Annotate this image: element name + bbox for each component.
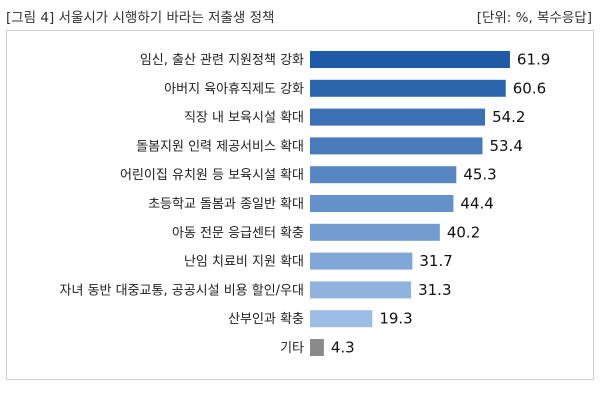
bar [310, 166, 457, 184]
category-label: 아버지 육아휴직제도 강화 [164, 82, 304, 97]
value-label: 53.4 [489, 137, 522, 155]
category-label: 돌봄지원 인력 제공서비스 확대 [136, 139, 304, 154]
value-label: 61.9 [517, 51, 550, 69]
value-label: 31.7 [419, 252, 452, 270]
value-label: 4.3 [331, 339, 355, 357]
chart-title: [그림 4] 서울시가 시행하기 바라는 저출생 정책 [6, 10, 275, 26]
bar [310, 137, 483, 155]
bar [310, 310, 373, 328]
value-label: 45.3 [463, 166, 496, 184]
bar [310, 195, 454, 212]
category-label: 어린이집 유치원 등 보육시설 확대 [120, 168, 304, 183]
category-label: 임신, 출산 관련 지원정책 강화 [140, 53, 304, 68]
value-label: 60.6 [513, 79, 546, 97]
category-label: 직장 내 보육시설 확대 [184, 111, 304, 126]
value-label: 40.2 [447, 223, 480, 241]
bar [310, 223, 440, 241]
category-label: 아동 전문 응급센터 확충 [172, 226, 304, 241]
category-label: 기타 [280, 341, 304, 356]
bar [310, 281, 412, 299]
chart-header: [그림 4] 서울시가 시행하기 바라는 저출생 정책 [단위: %, 복수응답… [6, 4, 594, 26]
category-label: 난임 치료비 지원 확대 [184, 255, 304, 270]
bar-chart: 임신, 출산 관련 지원정책 강화 61.9 아버지 육아휴직제도 강화 60.6 직장… [60, 51, 551, 357]
value-label: 54.2 [492, 108, 525, 126]
bar [310, 339, 324, 356]
value-label: 19.3 [379, 310, 412, 328]
bar [310, 51, 510, 68]
bar [310, 108, 486, 126]
value-label: 44.4 [460, 195, 493, 213]
category-label: 자녀 동반 대중교통, 공공시설 비용 할인/우대 [60, 283, 304, 298]
bar [310, 79, 506, 97]
unit-note: [단위: %, 복수응답] [476, 10, 592, 26]
bar [310, 252, 413, 270]
chart-frame: 임신, 출산 관련 지원정책 강화 61.9 아버지 육아휴직제도 강화 60.6 직장… [6, 30, 594, 380]
category-label: 산부인과 확충 [228, 312, 304, 327]
category-label: 초등학교 돌봄과 종일반 확대 [148, 197, 304, 212]
value-label: 31.3 [418, 281, 451, 299]
